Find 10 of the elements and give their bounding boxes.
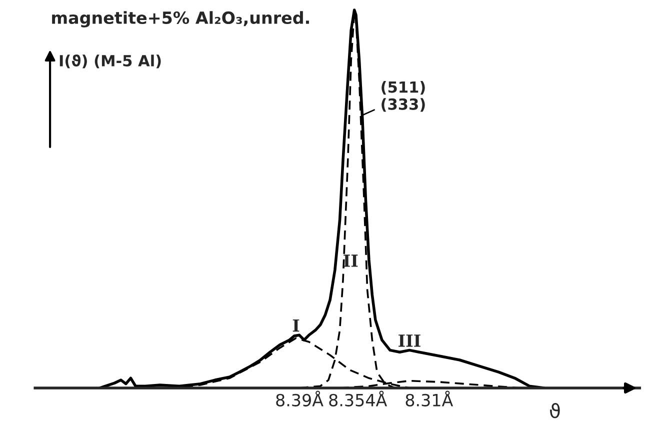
chart-title: magnetite+5% Al₂O₃,unred. xyxy=(52,11,309,28)
annotation: I xyxy=(292,319,300,332)
x-tick-label: 8.31Å xyxy=(406,390,454,406)
x-tick-label: 8.354Å xyxy=(329,390,388,406)
y-axis-title: I(ϑ) (M-5 Al) xyxy=(60,54,161,68)
annotation: (511) (333) xyxy=(382,81,425,112)
x-tick-label: 8.39Å xyxy=(276,390,324,406)
x-axis-title: ϑ xyxy=(550,403,560,418)
annotation: II xyxy=(344,254,358,267)
annotation: III xyxy=(398,334,420,347)
